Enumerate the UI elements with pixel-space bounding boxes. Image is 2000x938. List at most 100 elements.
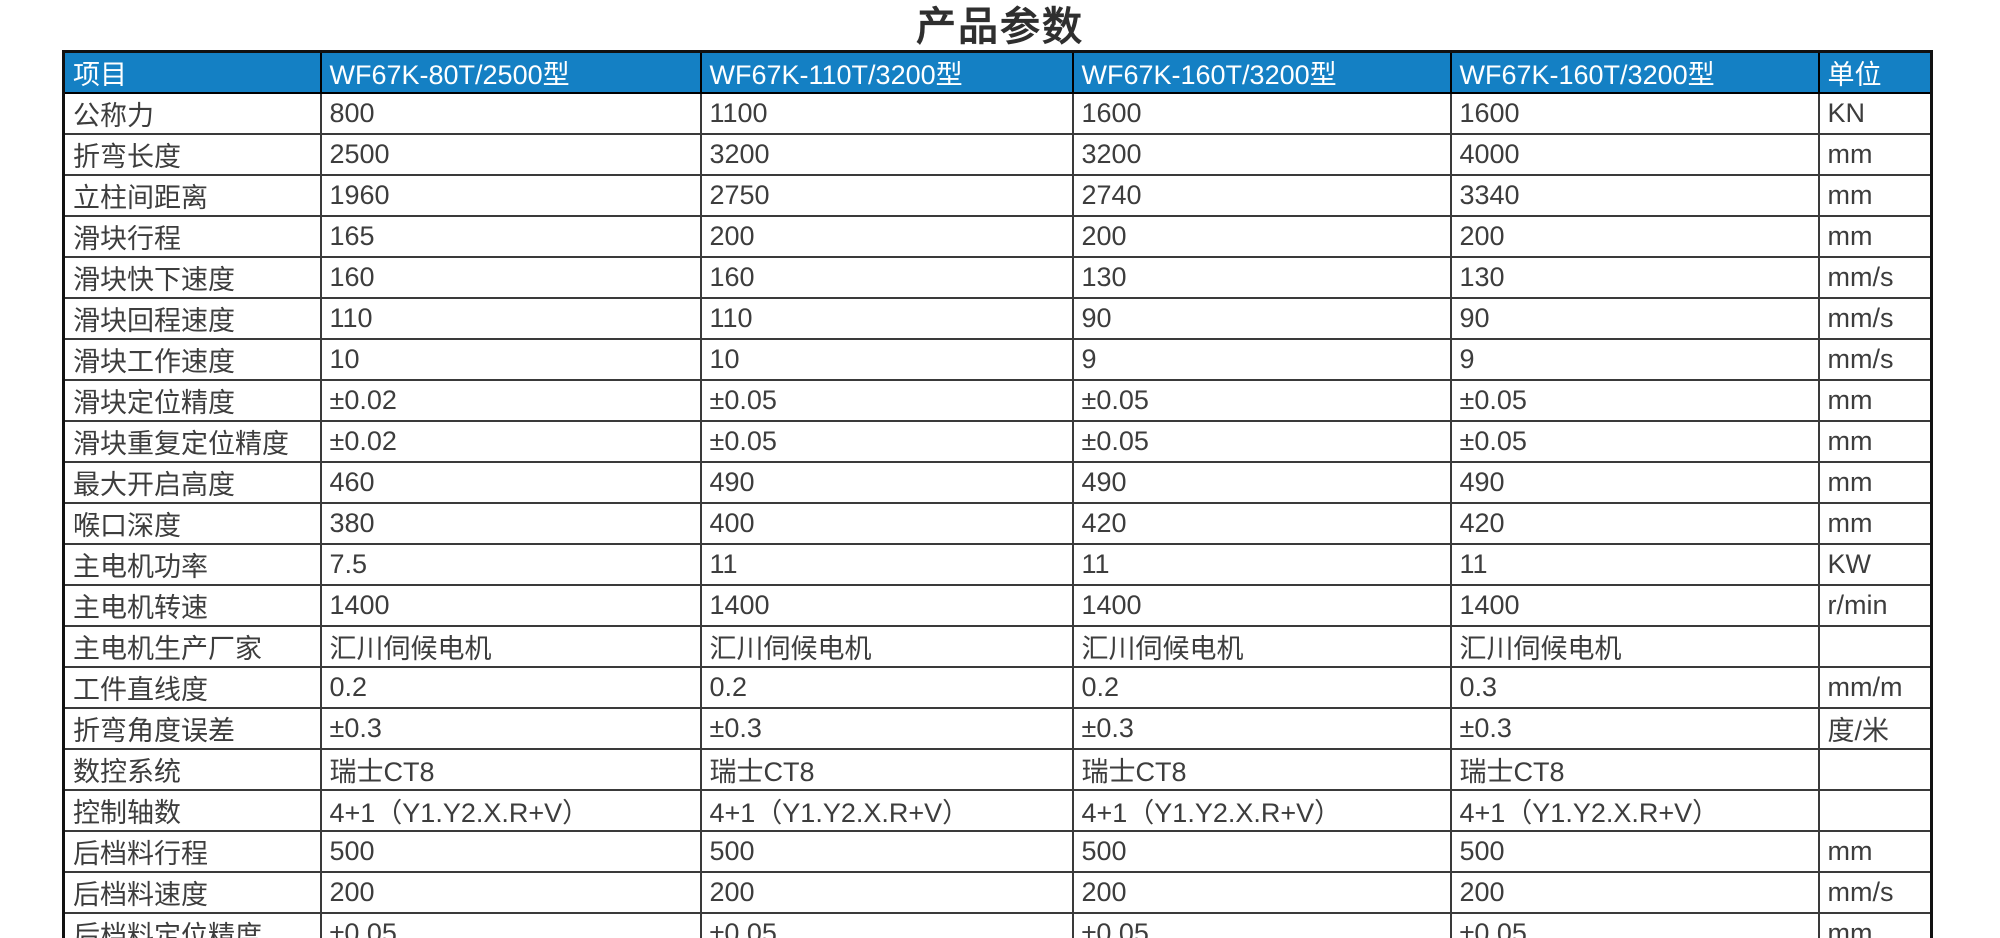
param-label-cell: 数控系统 (62, 748, 322, 791)
param-value-cell: 0.3 (1449, 666, 1820, 709)
param-value-cell: 2750 (699, 174, 1074, 217)
column-header: 项目 (62, 50, 322, 94)
param-value-cell: 200 (1071, 871, 1452, 914)
column-header: WF67K-110T/3200型 (699, 50, 1074, 94)
table-row: 滑块快下速度 160 160 130 130 mm/s (62, 256, 1933, 299)
param-value-cell: ±0.3 (319, 707, 702, 750)
unit-cell: KW (1817, 543, 1933, 586)
param-label-cell: 滑块快下速度 (62, 256, 322, 299)
param-value-cell: 1400 (319, 584, 702, 627)
param-value-cell: 490 (1449, 461, 1820, 504)
param-value-cell: 3200 (1071, 133, 1452, 176)
param-value-cell: 800 (319, 92, 702, 135)
param-value-cell: 400 (699, 502, 1074, 545)
param-value-cell: 160 (699, 256, 1074, 299)
param-value-cell: 0.2 (1071, 666, 1452, 709)
param-value-cell: 1400 (1449, 584, 1820, 627)
unit-cell: 度/米 (1817, 707, 1933, 750)
param-label-cell: 后档料行程 (62, 830, 322, 873)
table-row: 滑块行程 165 200 200 200 mm (62, 215, 1933, 258)
param-value-cell: 瑞士CT8 (1071, 748, 1452, 791)
table-row: 滑块重复定位精度 ±0.02 ±0.05 ±0.05 ±0.05 mm (62, 420, 1933, 463)
table-row: 公称力 800 1100 1600 1600 KN (62, 92, 1933, 135)
param-value-cell: ±0.05 (1449, 379, 1820, 422)
param-value-cell: ±0.3 (1071, 707, 1452, 750)
table-row: 滑块工作速度 10 10 9 9 mm/s (62, 338, 1933, 381)
table-row: 喉口深度 380 400 420 420 mm (62, 502, 1933, 545)
param-value-cell: ±0.02 (319, 420, 702, 463)
param-value-cell: 500 (699, 830, 1074, 873)
param-value-cell: 2500 (319, 133, 702, 176)
param-value-cell: 1400 (1071, 584, 1452, 627)
param-value-cell: 130 (1449, 256, 1820, 299)
param-value-cell: 汇川伺候电机 (1449, 625, 1820, 668)
column-header: WF67K-80T/2500型 (319, 50, 702, 94)
unit-cell: mm (1817, 133, 1933, 176)
table-row: 数控系统 瑞士CT8 瑞士CT8 瑞士CT8 瑞士CT8 (62, 748, 1933, 791)
param-value-cell: ±0.02 (319, 379, 702, 422)
param-label-cell: 主电机转速 (62, 584, 322, 627)
unit-cell: mm (1817, 502, 1933, 545)
param-value-cell: ±0.3 (1449, 707, 1820, 750)
table-row: 工件直线度 0.2 0.2 0.2 0.3 mm/m (62, 666, 1933, 709)
param-value-cell: 0.2 (319, 666, 702, 709)
param-label-cell: 滑块重复定位精度 (62, 420, 322, 463)
param-value-cell: 490 (1071, 461, 1452, 504)
table-row: 主电机功率 7.5 11 11 11 KW (62, 543, 1933, 586)
unit-cell (1817, 789, 1933, 832)
param-value-cell: 380 (319, 502, 702, 545)
param-value-cell: 11 (1449, 543, 1820, 586)
param-value-cell: 165 (319, 215, 702, 258)
param-value-cell: 瑞士CT8 (1449, 748, 1820, 791)
param-value-cell: 200 (319, 871, 702, 914)
param-value-cell: 汇川伺候电机 (1071, 625, 1452, 668)
product-parameters-table: 项目 WF67K-80T/2500型 WF67K-110T/3200型 WF67K-1… (62, 50, 1933, 938)
param-value-cell: 11 (699, 543, 1074, 586)
table-row: 最大开启高度 460 490 490 490 mm (62, 461, 1933, 504)
table-row: 立柱间距离 1960 2750 2740 3340 mm (62, 174, 1933, 217)
param-value-cell: 1960 (319, 174, 702, 217)
table-row: 折弯长度 2500 3200 3200 4000 mm (62, 133, 1933, 176)
param-value-cell: 2740 (1071, 174, 1452, 217)
table-row: 滑块回程速度 110 110 90 90 mm/s (62, 297, 1933, 340)
param-value-cell: 500 (319, 830, 702, 873)
param-value-cell: 4000 (1449, 133, 1820, 176)
param-value-cell: ±0.05 (1071, 420, 1452, 463)
param-label-cell: 滑块工作速度 (62, 338, 322, 381)
param-label-cell: 滑块行程 (62, 215, 322, 258)
param-value-cell: 1600 (1071, 92, 1452, 135)
unit-cell: mm (1817, 461, 1933, 504)
param-value-cell: 10 (699, 338, 1074, 381)
param-value-cell: ±0.05 (1449, 420, 1820, 463)
param-value-cell: 500 (1071, 830, 1452, 873)
param-label-cell: 折弯角度误差 (62, 707, 322, 750)
table-row: 后档料行程 500 500 500 500 mm (62, 830, 1933, 873)
unit-cell: mm/m (1817, 666, 1933, 709)
unit-cell: mm (1817, 215, 1933, 258)
param-value-cell: 4+1（Y1.Y2.X.R+V） (1071, 789, 1452, 832)
unit-cell: mm/s (1817, 871, 1933, 914)
unit-cell (1817, 748, 1933, 791)
param-label-cell: 喉口深度 (62, 502, 322, 545)
param-value-cell: 1100 (699, 92, 1074, 135)
param-value-cell: 420 (1449, 502, 1820, 545)
param-value-cell: 4+1（Y1.Y2.X.R+V） (319, 789, 702, 832)
column-header: 单位 (1817, 50, 1933, 94)
param-value-cell: 110 (699, 297, 1074, 340)
unit-cell: KN (1817, 92, 1933, 135)
unit-cell (1817, 625, 1933, 668)
param-label-cell: 立柱间距离 (62, 174, 322, 217)
column-header: WF67K-160T/3200型 (1071, 50, 1452, 94)
param-value-cell: 3340 (1449, 174, 1820, 217)
param-value-cell: 110 (319, 297, 702, 340)
param-value-cell: 瑞士CT8 (699, 748, 1074, 791)
param-value-cell: 500 (1449, 830, 1820, 873)
table-row: 后档料定位精度 ±0.05 ±0.05 ±0.05 ±0.05 mm (62, 912, 1933, 938)
param-label-cell: 最大开启高度 (62, 461, 322, 504)
unit-cell: mm (1817, 174, 1933, 217)
param-value-cell: 200 (1071, 215, 1452, 258)
param-value-cell: ±0.3 (699, 707, 1074, 750)
param-value-cell: ±0.05 (1449, 912, 1820, 938)
param-value-cell: 200 (1449, 215, 1820, 258)
param-value-cell: 1600 (1449, 92, 1820, 135)
